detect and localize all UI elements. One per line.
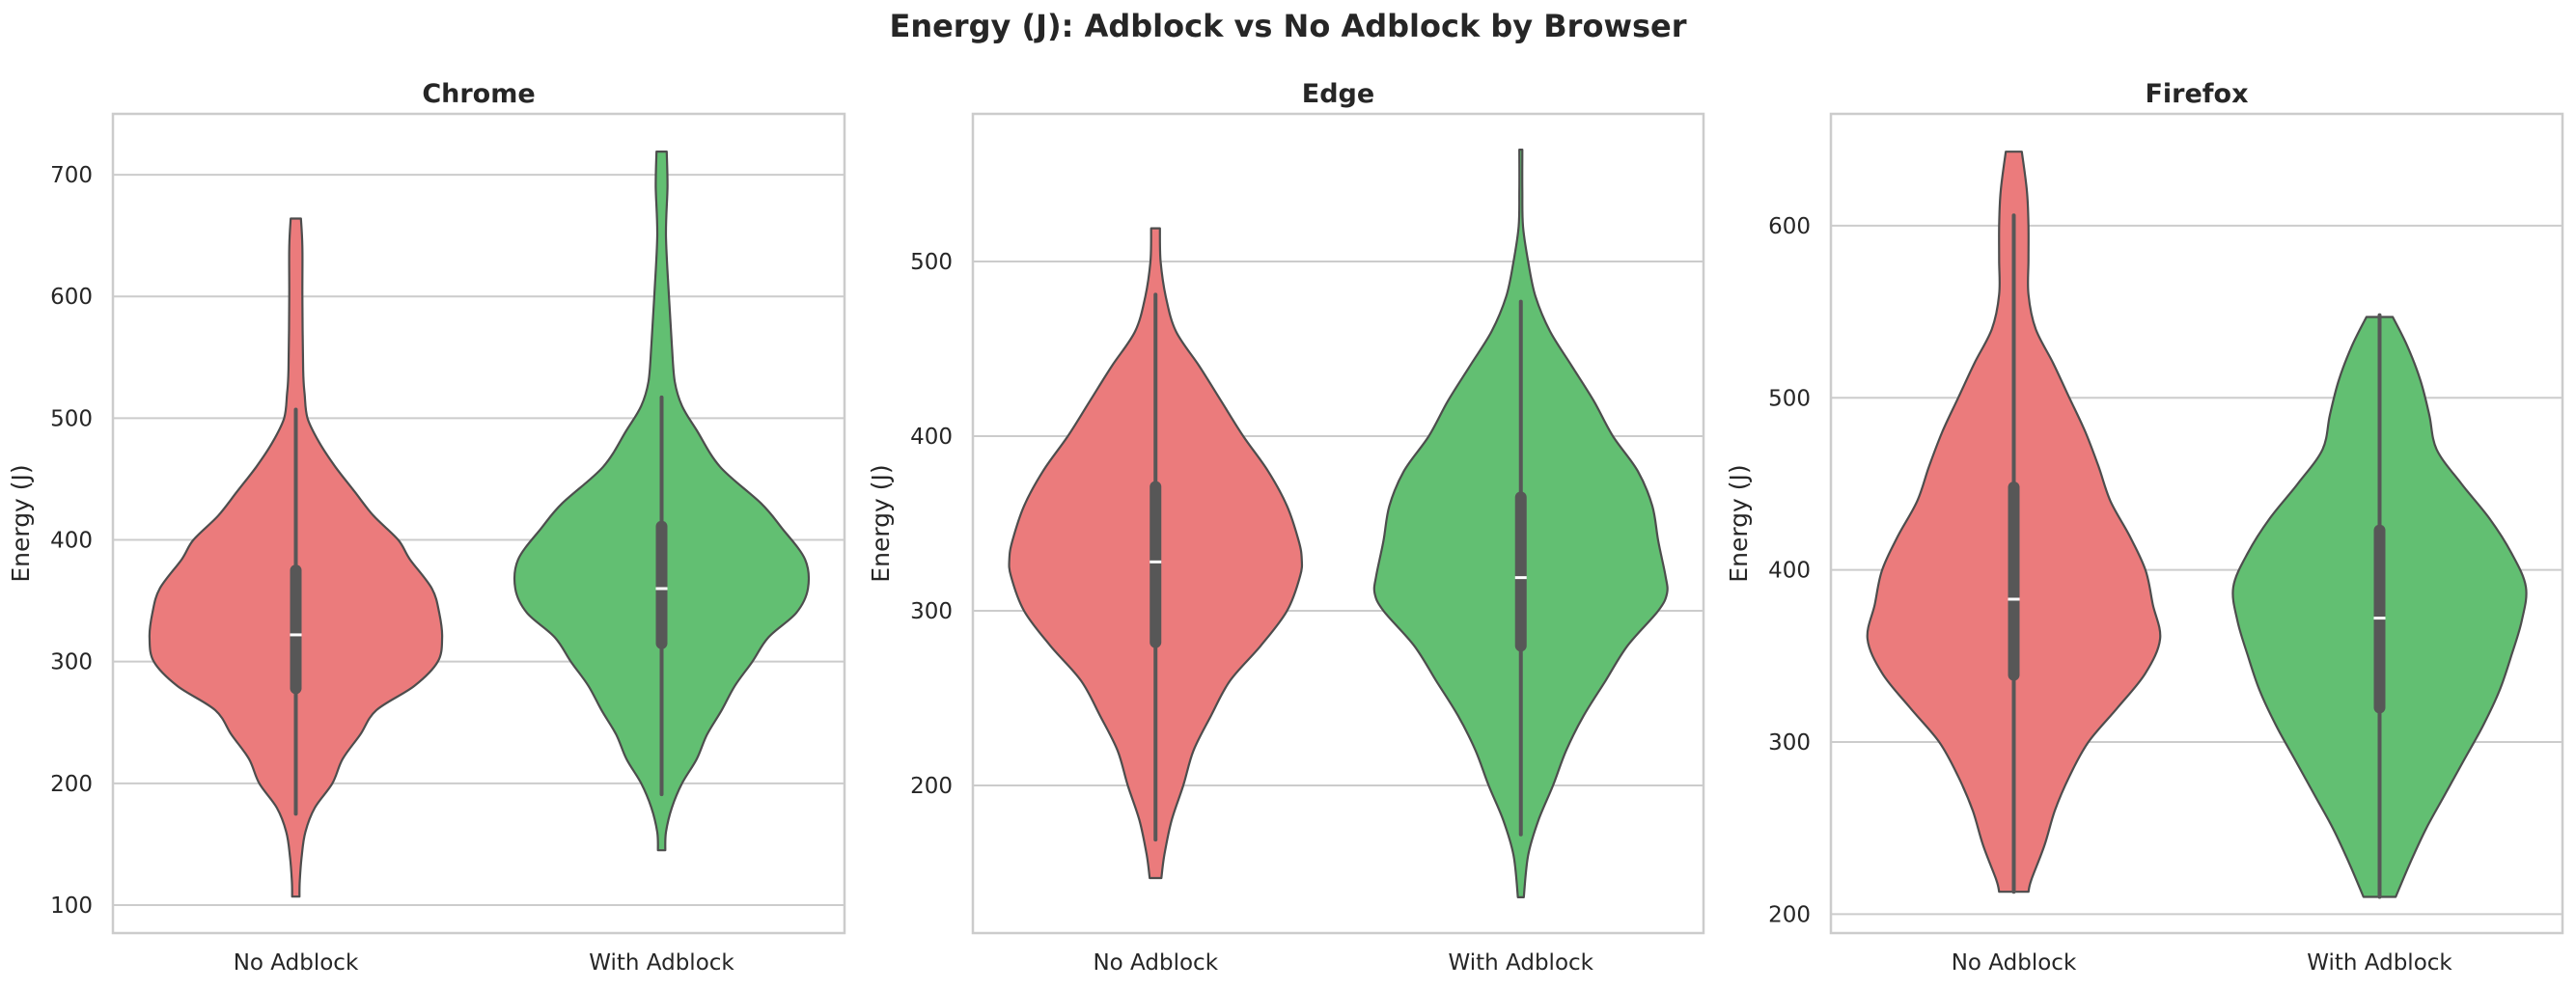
y-tick-label: 400 bbox=[910, 425, 953, 450]
figure-title: Energy (J): Adblock vs No Adblock by Bro… bbox=[889, 8, 1687, 44]
y-tick-label: 200 bbox=[50, 772, 93, 797]
x-tick-label: No Adblock bbox=[1093, 950, 1218, 976]
y-tick-label: 100 bbox=[50, 894, 93, 919]
violin-no-adblock bbox=[1866, 151, 2162, 894]
y-tick-label: 500 bbox=[910, 250, 953, 275]
y-tick-label: 200 bbox=[910, 774, 953, 799]
violin-with-adblock bbox=[1372, 149, 1669, 898]
axes-frame bbox=[111, 112, 846, 935]
y-tick-label: 300 bbox=[1768, 730, 1811, 756]
violin-no-adblock bbox=[148, 217, 444, 898]
subplot-chrome: No Adblock With Adblock 100 200 300 400 500 600… bbox=[7, 79, 846, 976]
subplot-edge: No Adblock With Adblock 200 300 400 500 Energy… bbox=[867, 79, 1705, 976]
y-tick-label: 400 bbox=[50, 529, 93, 554]
y-tick-label: 400 bbox=[1768, 559, 1811, 584]
x-tick-label: No Adblock bbox=[1952, 950, 2077, 976]
y-axis-label: Energy (J) bbox=[867, 464, 895, 582]
x-tick-label: With Adblock bbox=[589, 950, 734, 976]
violin-with-adblock bbox=[2231, 313, 2528, 899]
y-tick-label: 200 bbox=[1768, 902, 1811, 927]
subplot-title: Chrome bbox=[422, 79, 535, 109]
axes-frame bbox=[1829, 112, 2564, 935]
y-tick-label: 600 bbox=[1768, 214, 1811, 239]
y-tick-label: 700 bbox=[50, 163, 93, 188]
subplot-title: Firefox bbox=[2145, 79, 2248, 109]
y-tick-label: 300 bbox=[50, 650, 93, 675]
axes-frame bbox=[971, 112, 1705, 935]
y-axis-label: Energy (J) bbox=[7, 464, 35, 582]
x-tick-label: With Adblock bbox=[2307, 950, 2452, 976]
subplot-title: Edge bbox=[1302, 79, 1374, 109]
y-tick-label: 500 bbox=[50, 406, 93, 431]
x-tick-label: No Adblock bbox=[234, 950, 359, 976]
subplot-firefox: No Adblock With Adblock 200 300 400 500 600 Ene… bbox=[1725, 79, 2564, 976]
violin-with-adblock bbox=[512, 151, 811, 852]
x-tick-label: With Adblock bbox=[1449, 950, 1594, 976]
violin-no-adblock bbox=[1008, 227, 1304, 880]
y-tick-label: 300 bbox=[910, 599, 953, 624]
y-tick-label: 600 bbox=[50, 285, 93, 310]
y-tick-label: 500 bbox=[1768, 386, 1811, 411]
y-axis-label: Energy (J) bbox=[1725, 464, 1753, 582]
